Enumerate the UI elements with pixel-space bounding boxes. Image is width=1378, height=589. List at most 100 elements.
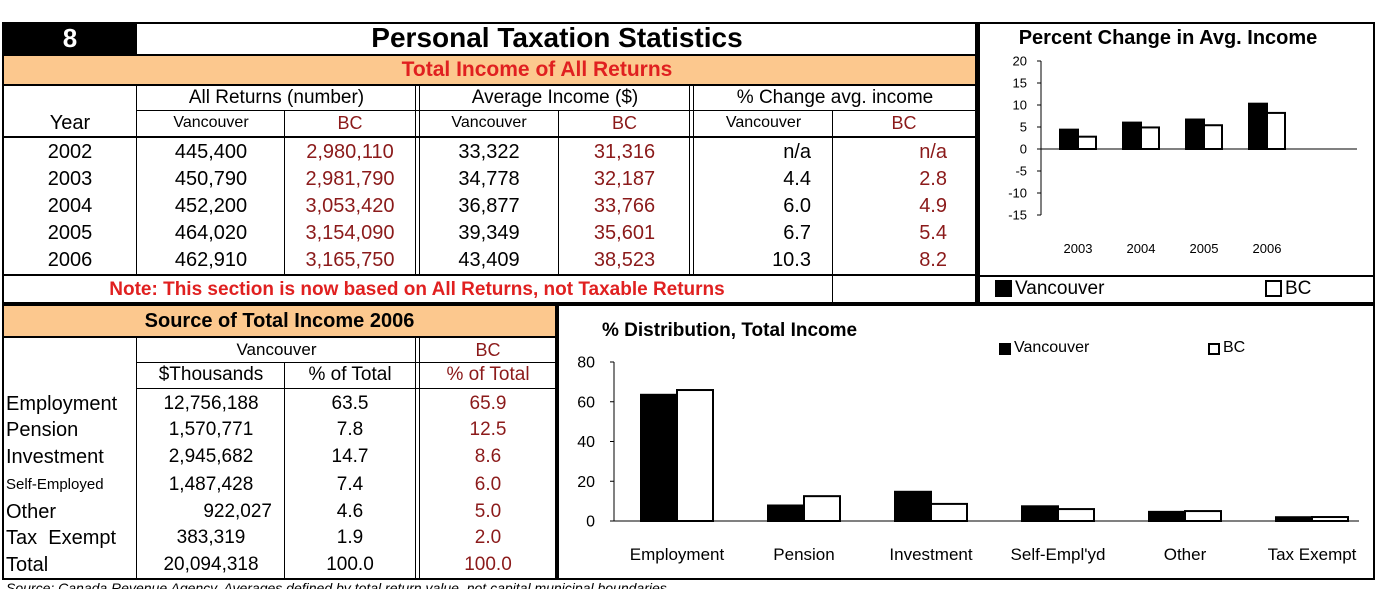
chg-bc-cell: n/a [919,141,947,163]
x-tick-label: Employment [630,545,725,564]
source-bc: 12.5 [469,419,507,440]
chg-bc-cell: 8.2 [919,249,947,271]
year-cell: 2005 [47,222,93,244]
sub-bc-2: BC [611,113,637,133]
returns-table [2,22,977,304]
avg-bc-cell: 31,316 [593,141,656,163]
year-cell: 2003 [47,168,93,190]
y-tick-label: 0 [1020,142,1027,157]
source-bc: 100.0 [464,554,512,575]
subtitle-band [4,56,975,84]
x-tick-label: Self-Empl'yd [1011,545,1106,564]
all-bc-cell: 2,981,790 [305,168,395,190]
source-table [2,304,557,580]
bar-bc [676,389,714,523]
y-tick-label: 60 [577,394,595,411]
legend-label: BC [1285,278,1311,299]
sub-van-2: Vancouver [451,114,527,131]
bar-bc [1311,516,1349,522]
x-tick-label: Pension [773,545,834,564]
distribution-chart-panel [557,304,1375,580]
y-tick-label: 40 [577,434,595,451]
all-van-cell: 452,200 [174,195,248,217]
chg-van-cell: 4.4 [783,168,811,190]
chg-bc-cell: 2.8 [919,168,947,190]
legend-label: BC [1223,339,1245,356]
bar-bc [1077,135,1097,150]
source-thousands: 1,570,771 [168,419,254,440]
y-tick-label: 0 [586,514,595,531]
sub-van-1: Vancouver [173,114,249,131]
year-cell: 2004 [47,195,93,217]
source-thousands: 12,756,188 [163,393,259,414]
chg-van-cell: 10.3 [772,249,811,271]
x-tick-label: Other [1164,545,1207,564]
all-bc-cell: 3,154,090 [305,222,395,244]
legend-swatch [995,280,1012,297]
source-footnote: Source: Canada Revenue Agency. Averages … [6,580,671,589]
source-bc-label: BC [475,340,501,360]
y-tick-label: 80 [577,355,595,372]
source-label: Total [6,554,49,576]
legend-swatch [1265,280,1282,297]
sub-bc-1: BC [337,113,363,133]
distribution-chart: % Distribution, Total Income 80 60 40 20 0 Emp… [577,320,1359,564]
source-thousands: 922,027 [203,501,272,522]
all-bc-cell: 2,980,110 [306,141,394,163]
legend-label: Vancouver [1014,339,1090,356]
avg-bc-cell: 38,523 [593,249,656,271]
y-tick-label: -5 [1015,164,1027,179]
source-pct: 7.4 [336,474,364,495]
legend-swatch [999,343,1011,355]
sub-van-3: Vancouver [725,114,802,131]
group-all-returns: All Returns (number) [188,87,365,108]
source-bc: 8.6 [474,446,502,467]
all-van-cell: 464,020 [174,222,248,244]
pct-change-chart-panel [978,22,1375,304]
bar-vancouver [1021,505,1059,522]
col-thousands: $Thousands [158,364,264,385]
bar-vancouver [1059,128,1079,150]
source-label: Employment [6,393,118,415]
section-number-badge [3,23,137,54]
bar-vancouver [1122,121,1142,150]
source-bc: 2.0 [474,527,502,548]
y-tick-label: -15 [1008,208,1027,223]
bar-bc [1057,508,1095,522]
year-header: Year [49,112,91,134]
y-tick-label: 5 [1020,120,1027,135]
subtitle: Total Income of All Returns [401,58,673,81]
y-tick-label: 10 [1013,98,1027,113]
source-pct: 100.0 [326,554,374,575]
section-number: 8 [62,23,78,53]
bar-bc [1266,111,1286,150]
sub-bc-3: BC [891,113,917,133]
all-bc-cell: 3,053,420 [305,195,395,217]
source-label: Pension [6,419,79,441]
all-van-cell: 445,400 [174,141,248,163]
all-bc-cell: 3,165,750 [305,249,395,271]
avg-van-cell: 39,349 [458,222,520,244]
bar-vancouver [894,490,932,523]
chg-van-cell: 6.7 [783,222,811,244]
bar-vancouver [640,393,678,522]
y-tick-label: 20 [1013,54,1027,69]
bar-bc [1184,510,1222,522]
chg-bc-cell: 5.4 [919,222,947,244]
legend-swatch [1208,343,1220,355]
avg-van-cell: 33,322 [458,141,520,163]
chg-van-cell: 6.0 [783,195,811,217]
avg-bc-cell: 33,766 [593,195,656,217]
chart-title: Percent Change in Avg. Income [1019,27,1318,49]
source-bc: 6.0 [474,474,502,495]
bar-vancouver [1248,102,1268,150]
year-cell: 2006 [47,249,93,271]
source-bc: 65.9 [469,393,507,414]
bar-bc [1203,124,1223,150]
source-label: Other [6,501,57,523]
avg-van-cell: 34,778 [458,168,520,190]
all-van-cell: 462,910 [174,249,248,271]
source-thousands: 383,319 [176,527,246,548]
source-title-band [4,306,555,336]
y-tick-label: 20 [577,474,595,491]
